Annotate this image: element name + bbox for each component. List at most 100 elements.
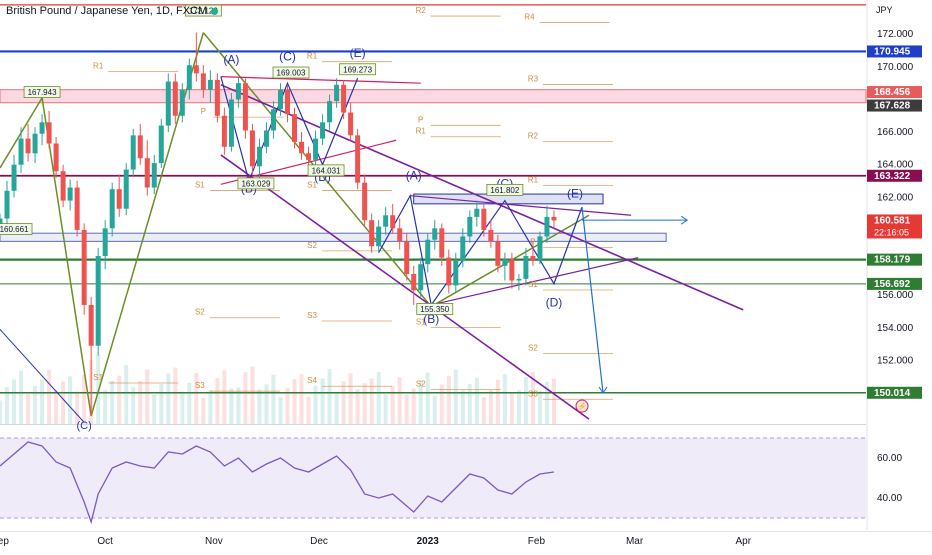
volume-bar	[530, 372, 535, 424]
volume-bar	[467, 384, 472, 424]
candle	[221, 107, 227, 155]
candle-body	[313, 138, 319, 160]
candle-body	[165, 81, 171, 126]
volume-bar	[264, 384, 269, 424]
volume-bar	[299, 374, 304, 424]
candle-body	[348, 112, 354, 136]
x-tick-label: Feb	[528, 536, 546, 547]
candle-body	[523, 256, 529, 279]
candle-body	[11, 164, 17, 191]
price-tag-text: 150.014	[874, 388, 911, 399]
volume-bar	[131, 387, 136, 424]
candle-body	[439, 228, 445, 258]
candle	[186, 58, 192, 100]
candle	[270, 101, 276, 139]
candle-body	[200, 73, 206, 90]
candle	[46, 110, 52, 149]
candle-body	[284, 89, 290, 115]
price-tag-bg	[867, 169, 922, 182]
candle-body	[207, 79, 213, 90]
candle	[53, 136, 59, 178]
price-box-text: 160.661	[0, 225, 29, 234]
candle	[530, 241, 536, 266]
candle-body	[467, 216, 473, 237]
blue-diagonal	[0, 329, 85, 423]
candle-body	[425, 239, 431, 265]
candle	[411, 265, 417, 305]
candle	[116, 174, 122, 217]
candle	[235, 76, 241, 108]
wave-label: (E)	[567, 186, 583, 200]
wave-label: (C)	[279, 49, 296, 63]
candle-body	[193, 65, 199, 74]
volume-bar	[5, 387, 10, 424]
candle	[481, 203, 487, 237]
y-tick-label: 154.000	[877, 323, 914, 334]
candle	[446, 249, 452, 294]
volume-bar	[12, 379, 17, 424]
candle	[369, 213, 375, 253]
candle-body	[116, 189, 122, 209]
harmonic-pattern-1	[220, 76, 359, 183]
candle-body	[95, 256, 101, 346]
candle	[137, 123, 143, 165]
volume-bar	[348, 373, 353, 424]
candle-body	[235, 83, 241, 100]
candle	[341, 79, 347, 120]
candle	[362, 174, 368, 227]
volume-bar	[341, 381, 346, 424]
volume-bar	[124, 365, 129, 424]
price-box-bg	[272, 66, 310, 79]
price-tag-text: 167.628	[874, 101, 911, 112]
volume-bar	[61, 381, 66, 424]
volume-bar	[453, 369, 458, 424]
arrow-head-right	[680, 215, 689, 225]
price-box: 160.661	[0, 223, 33, 235]
candle	[523, 247, 529, 286]
candle	[4, 181, 10, 226]
price-tag: 170.945	[867, 45, 922, 58]
volume-bar	[544, 381, 549, 424]
candle	[25, 123, 31, 162]
volume-bar	[397, 377, 402, 424]
candle	[488, 220, 494, 248]
pivot-label: R3	[528, 75, 539, 84]
candle	[292, 107, 298, 149]
candle-body	[18, 138, 24, 165]
candle-body	[516, 278, 522, 281]
projection-down-arrow	[581, 207, 604, 394]
candle-body	[495, 241, 501, 266]
candle	[495, 234, 501, 273]
volume-bar	[418, 380, 423, 424]
volume-bar	[236, 387, 241, 424]
candle	[544, 205, 550, 243]
volume-bar	[460, 390, 465, 424]
rsi-tick-label: 40.00	[877, 493, 902, 504]
candle	[425, 233, 431, 273]
candle-body	[123, 169, 129, 209]
volume-bar	[201, 398, 206, 424]
y-tick-label: 152.000	[877, 355, 914, 366]
pivot-label: R1	[528, 176, 539, 185]
pivot-label: S1	[93, 373, 103, 382]
candle	[348, 102, 354, 142]
candle	[32, 127, 38, 164]
candle-body	[263, 130, 269, 147]
volume-bar	[257, 389, 262, 424]
symbol-title-text: British Pound / Japanese Yen, 1D, FXCM	[6, 5, 208, 17]
candle-body	[369, 220, 375, 247]
candle-body	[81, 229, 87, 305]
candle-body	[270, 109, 276, 131]
price-box-bg	[307, 164, 345, 177]
candle-body	[320, 122, 326, 139]
candle-body	[432, 228, 438, 240]
pivot-label: S2	[195, 308, 205, 317]
price-box-text: 169.003	[277, 69, 306, 78]
candle	[334, 78, 340, 108]
candle	[165, 73, 171, 133]
volume-bar	[355, 389, 360, 424]
candle	[306, 146, 312, 168]
wave-label: (A)	[406, 168, 422, 182]
